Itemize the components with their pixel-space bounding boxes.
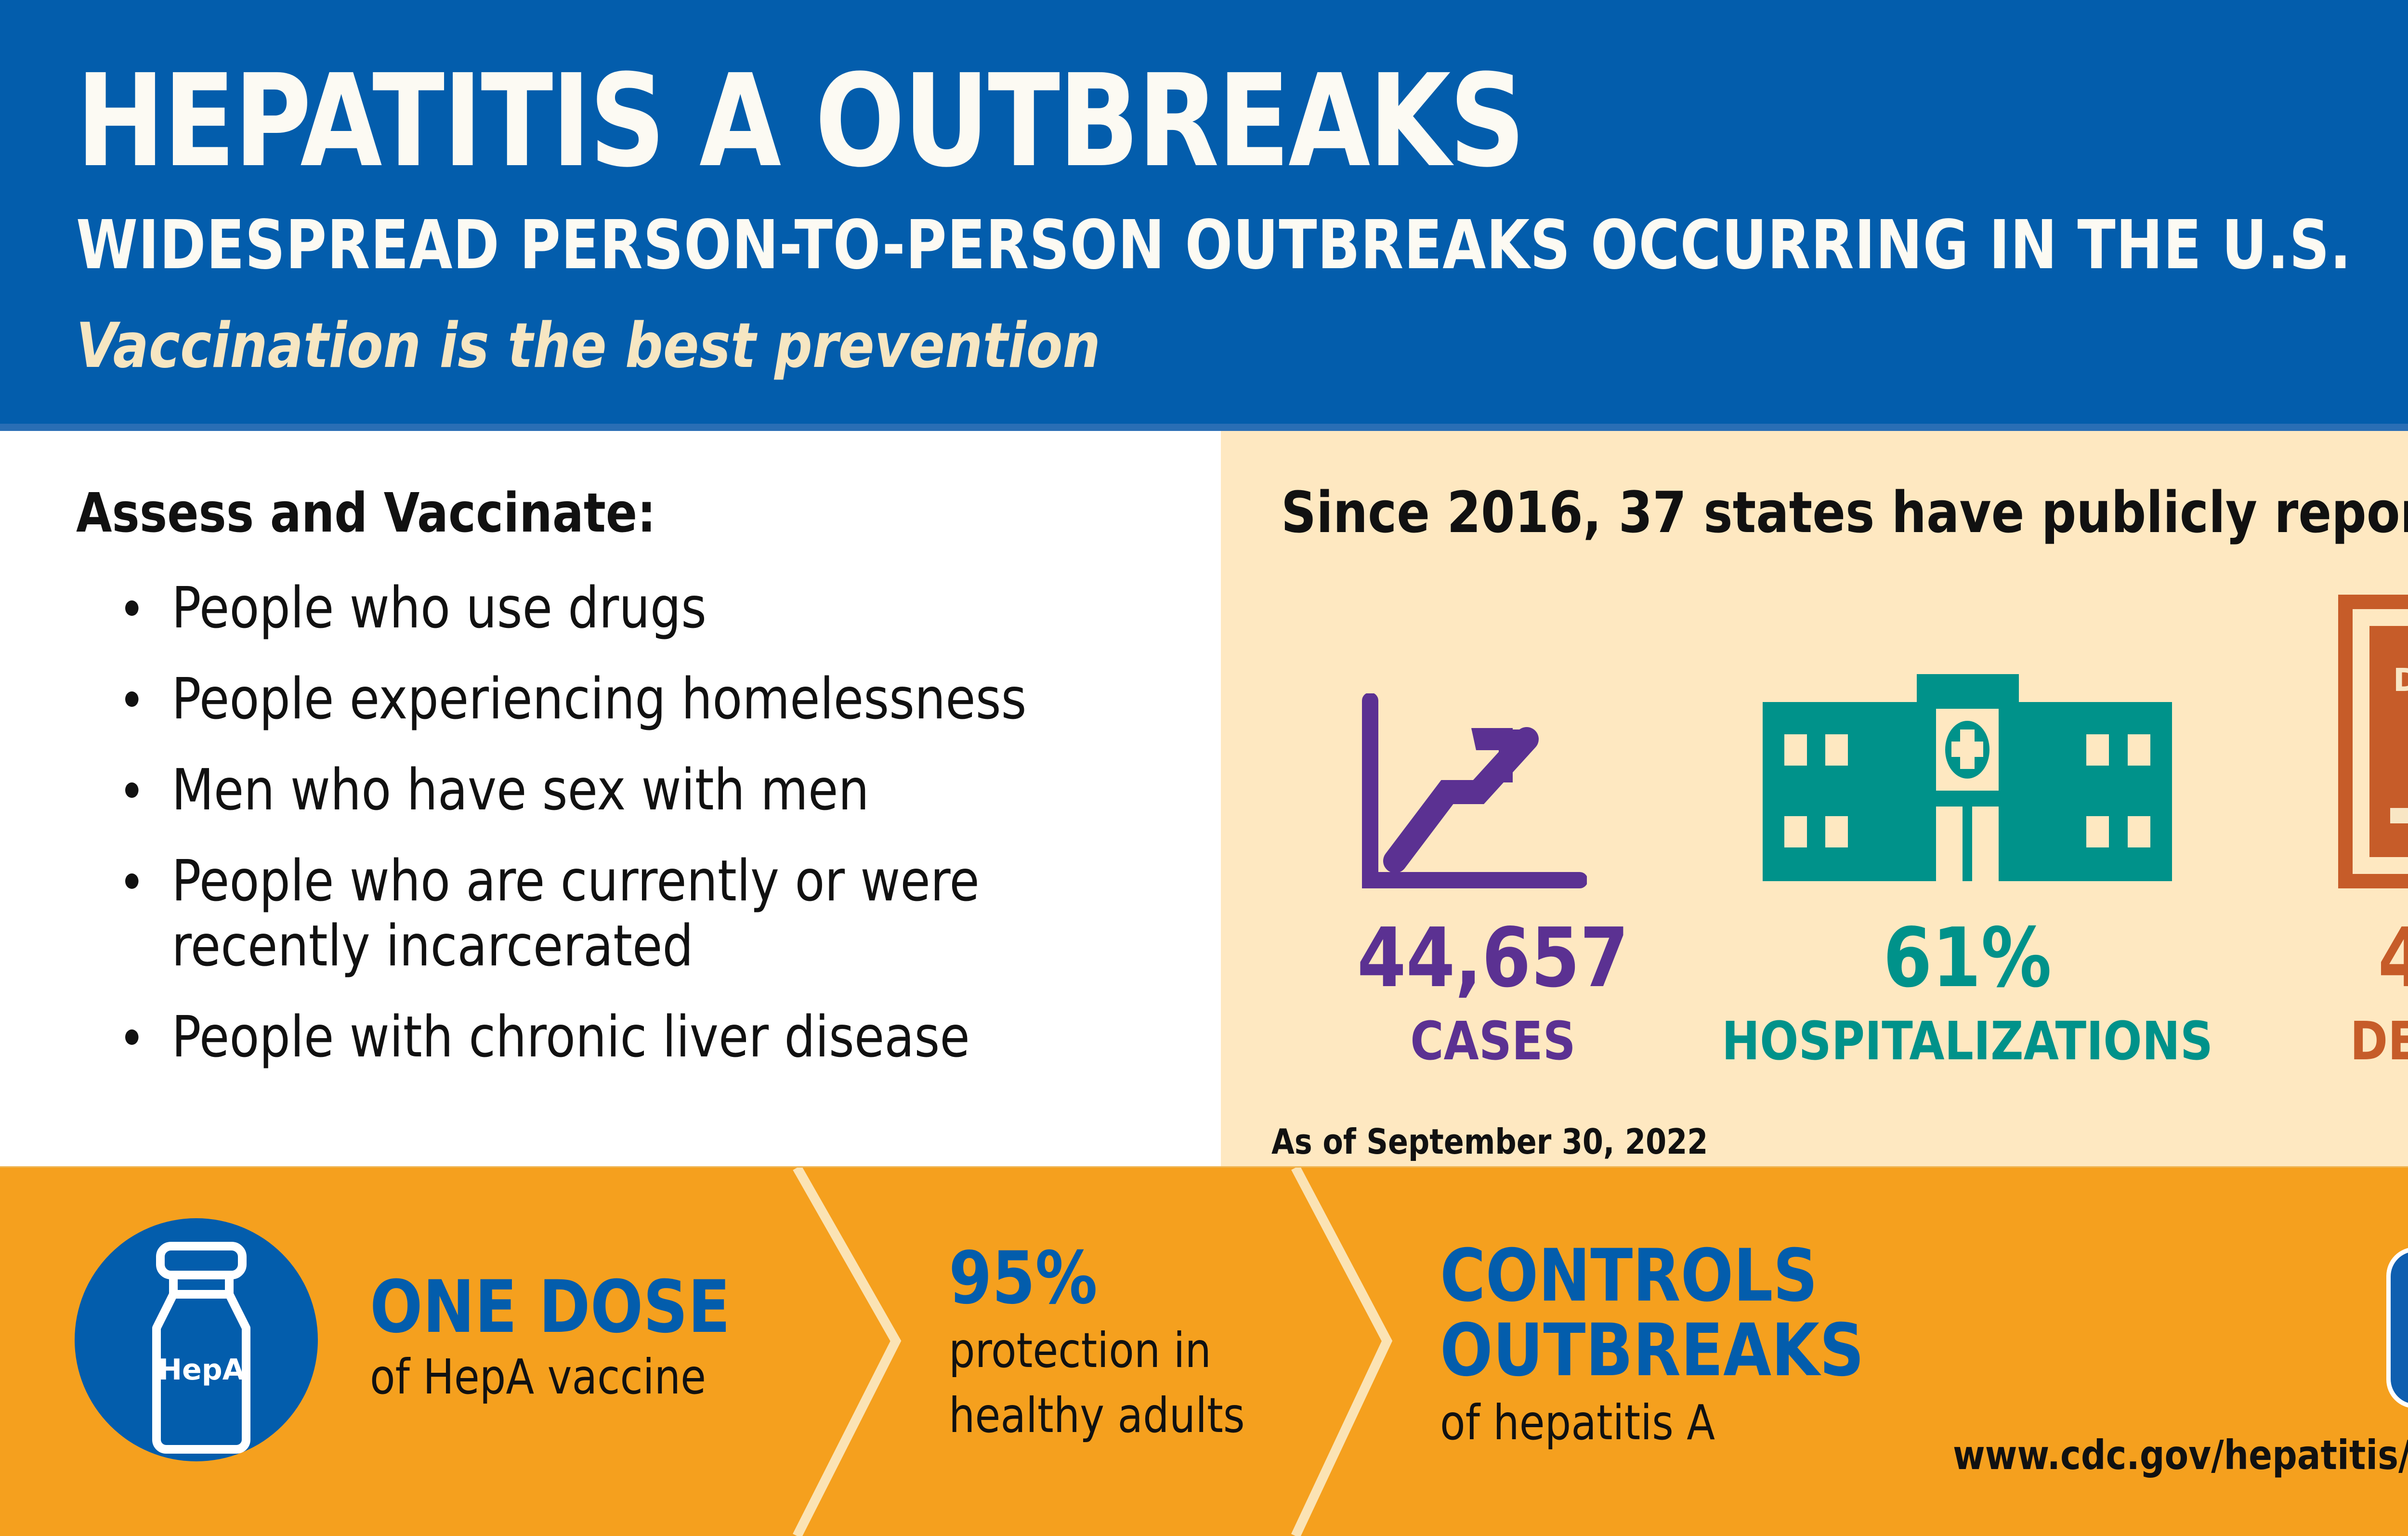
step2-headline: 95% <box>949 1237 1098 1320</box>
svg-text:DEATH: DEATH <box>2393 662 2408 699</box>
stats-panel: Since 2016, 37 states have publicly repo… <box>1221 431 2408 1168</box>
bullet-icon <box>125 600 139 616</box>
deaths-label: DEATHS <box>2350 1010 2408 1072</box>
cdc-url-link[interactable]: www.cdc.gov/hepatitis/HepAOutbreak <box>1953 1432 2408 1479</box>
assess-heading: Assess and Vaccinate: <box>76 482 656 545</box>
hhs-eagle-seal-icon: DEPARTMENT OF HEALTH & HUMAN SERVICES · … <box>2391 1251 2408 1379</box>
hospitalizations-value: 61% <box>1883 911 2052 1006</box>
cases-label: CASES <box>1410 1010 1576 1072</box>
vaccine-banner <box>0 1168 2408 1536</box>
step1-detail: of HepA vaccine <box>370 1349 707 1405</box>
list-item: People with chronic liver disease <box>125 1004 1026 1069</box>
chevron-arrows <box>793 1168 1393 1536</box>
page-subtitle: WIDESPREAD PERSON-TO-PERSON OUTBREAKS OC… <box>76 206 2352 285</box>
cases-value: 44,657 <box>1357 911 1629 1006</box>
stats-heading: Since 2016, 37 states have publicly repo… <box>1281 479 2408 546</box>
step3-headline-line2: OUTBREAKS <box>1440 1309 1864 1393</box>
header-divider <box>0 424 2408 431</box>
risk-group-list: People who use drugs People experiencing… <box>125 575 1173 1095</box>
step1-headline: ONE DOSE <box>370 1265 731 1349</box>
list-item: People experiencing homelessness <box>125 666 1026 731</box>
svg-text:HepA: HepA <box>158 1353 245 1387</box>
cdc-hhs-logo: DEPARTMENT OF HEALTH & HUMAN SERVICES · … <box>2386 1247 2408 1408</box>
hospital-icon <box>1763 674 2172 881</box>
list-item: People who use drugs <box>125 575 1026 640</box>
death-certificate-icon: DEATH <box>2338 595 2408 888</box>
bullet-icon <box>125 1029 139 1045</box>
step2-detail-line2: healthy adults <box>949 1387 1245 1444</box>
header-banner: HEPATITIS A OUTBREAKS WIDESPREAD PERSON-… <box>0 0 2408 431</box>
bullet-icon <box>125 691 139 707</box>
list-item: Men who have sex with men <box>125 757 1026 822</box>
vaccine-vial-badge: HepA <box>75 1218 318 1461</box>
assess-vaccinate-panel: Assess and Vaccinate: People who use dru… <box>0 431 1221 1168</box>
bullet-icon <box>125 873 139 889</box>
bullet-icon <box>125 782 139 798</box>
page-title: HEPATITIS A OUTBREAKS <box>76 47 1526 195</box>
as-of-date: As of September 30, 2022 <box>1271 1121 1708 1162</box>
list-item: People who are currently or were recently… <box>125 848 1026 978</box>
rising-chart-icon <box>1362 693 1587 888</box>
deaths-value: 417 <box>2378 917 2408 999</box>
step2-detail-line1: protection in <box>949 1322 1212 1379</box>
tagline: Vaccination is the best prevention <box>76 310 1100 382</box>
step3-detail: of hepatitis A <box>1440 1394 1715 1451</box>
vaccine-vial-icon: HepA <box>152 1242 250 1454</box>
svg-text:DEPARTMENT OF HEALTH & HUMAN S: DEPARTMENT OF HEALTH & HUMAN SERVICES · … <box>2391 1251 2408 1379</box>
hospitalizations-label: HOSPITALIZATIONS <box>1721 1010 2213 1072</box>
step3-headline-line1: CONTROLS <box>1440 1234 1818 1318</box>
